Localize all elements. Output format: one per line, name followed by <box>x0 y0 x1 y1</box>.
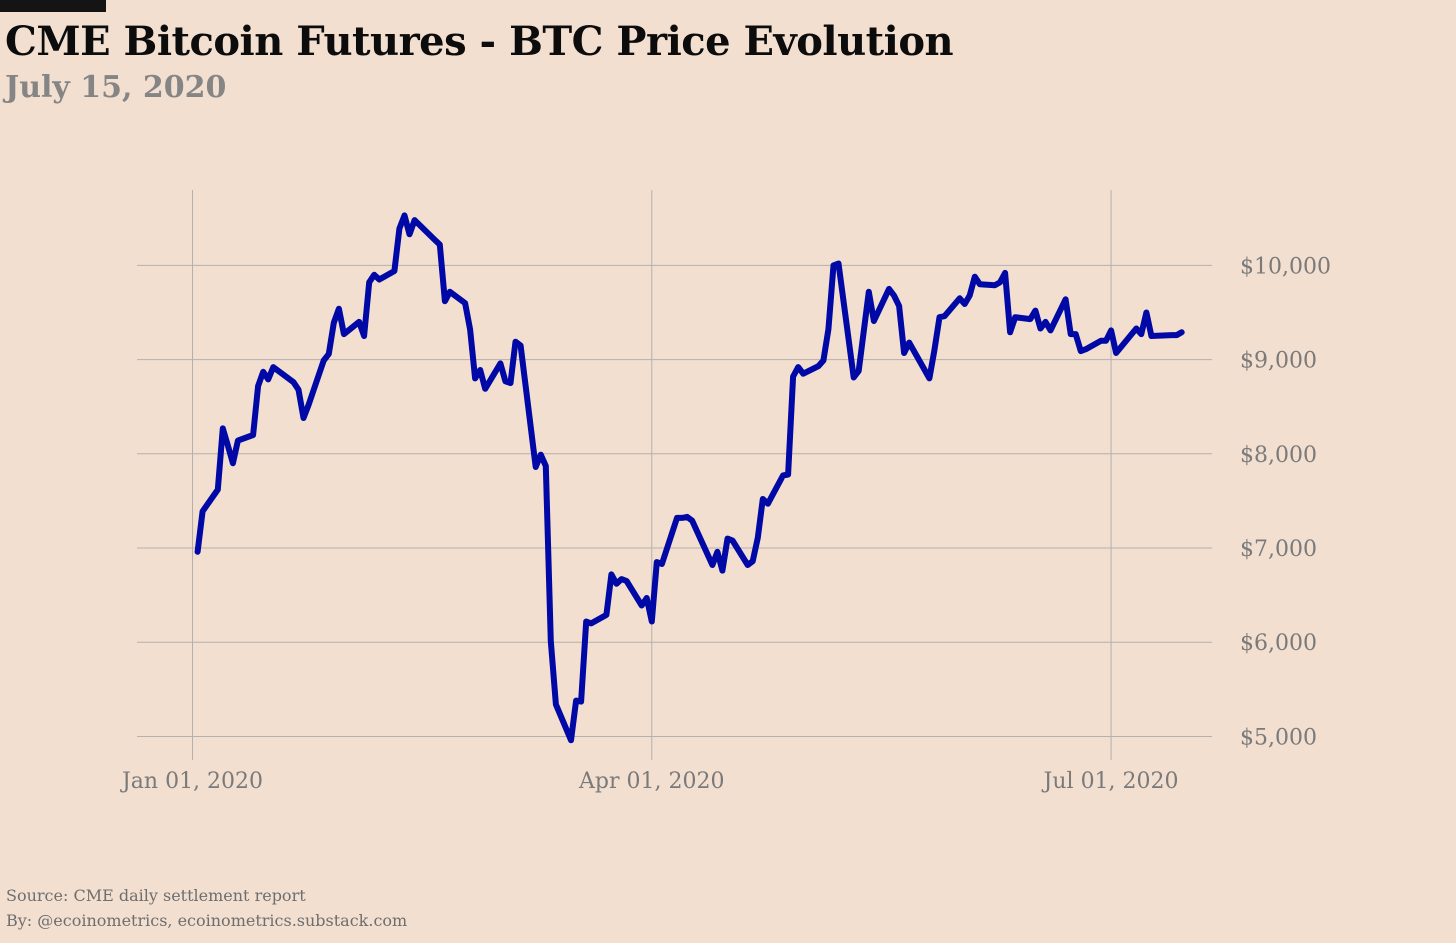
series-layer <box>194 212 1185 744</box>
corner-accent-bar <box>0 0 106 12</box>
x-tick-label-1: Apr 01, 2020 <box>578 769 724 794</box>
y-tick-label-4: $9,000 <box>1240 349 1317 374</box>
price-series-line-0 <box>194 212 1185 744</box>
chart-title: CME Bitcoin Futures - BTC Price Evolutio… <box>5 18 954 65</box>
y-tick-label-1: $6,000 <box>1240 631 1317 656</box>
tick-labels: Jan 01, 2020 Apr 01, 2020 Jul 01, 2020 $5,0… <box>120 254 1331 794</box>
y-tick-label-5: $10,000 <box>1240 254 1331 279</box>
y-tick-label-0: $5,000 <box>1240 725 1317 750</box>
source-note: Source: CME daily settlement report <box>6 886 306 905</box>
y-tick-label-2: $7,000 <box>1240 537 1317 562</box>
byline-note: By: @ecoinometrics, ecoinometrics.substa… <box>6 911 408 930</box>
x-tick-label-2: Jul 01, 2020 <box>1042 769 1179 794</box>
y-tick-label-3: $8,000 <box>1240 443 1317 468</box>
x-tick-label-0: Jan 01, 2020 <box>120 769 263 794</box>
grid-lines <box>137 190 1212 760</box>
chart-subtitle: July 15, 2020 <box>5 70 227 105</box>
